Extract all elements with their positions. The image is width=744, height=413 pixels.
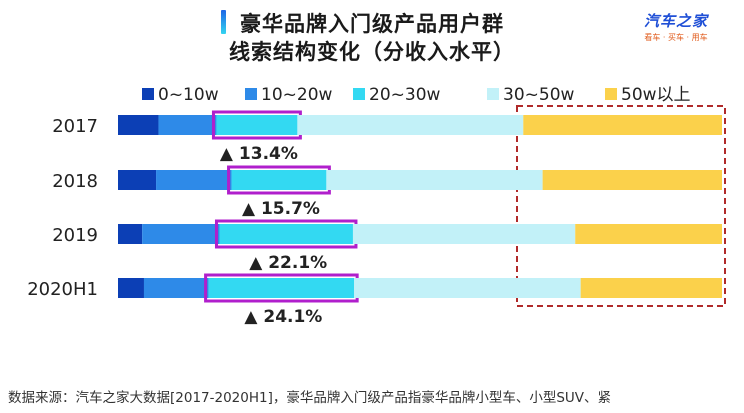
growth-annotation-1: ▲ 15.7% — [242, 199, 320, 219]
chart-title-line1: 豪华品牌入门级产品用户群 — [240, 12, 504, 36]
legend-label-1: 10~20w — [261, 85, 333, 105]
growth-annotation-2: ▲ 22.1% — [249, 253, 327, 273]
legend-swatch-1 — [245, 88, 257, 100]
legend-label-3: 30~50w — [503, 85, 575, 105]
bar-segment-2-4 — [575, 224, 722, 244]
category-label-1: 2018 — [52, 171, 98, 192]
chart-title-line2: 线索结构变化（分收入水平） — [229, 40, 515, 64]
bar-segment-1-3 — [326, 170, 543, 190]
bar-segment-2-3 — [352, 224, 576, 244]
bar-segment-0-4 — [523, 115, 722, 135]
bar-segment-3-0 — [118, 278, 144, 298]
title-accent-bar — [221, 10, 226, 34]
bar-segment-2-1 — [142, 224, 220, 244]
dashed-box-highlight — [516, 105, 726, 307]
legend-swatch-3 — [487, 88, 499, 100]
footnote: 数据来源：汽车之家大数据[2017-2020H1]，豪华品牌入门级产品指豪华品牌… — [8, 390, 612, 406]
bar-segment-0-0 — [118, 115, 159, 135]
bar-segment-3-2 — [208, 278, 355, 298]
bar-segment-0-1 — [158, 115, 217, 135]
legend-label-2: 20~30w — [369, 85, 441, 105]
growth-annotation-0: ▲ 13.4% — [220, 144, 298, 164]
legend-label-4: 50w以上 — [621, 85, 691, 105]
bar-segment-2-0 — [118, 224, 143, 244]
bar-segment-2-2 — [219, 224, 353, 244]
category-label-3: 2020H1 — [27, 279, 98, 300]
category-label-0: 2017 — [52, 116, 98, 137]
stacked-bar-chart: 0~10w 10~20w 20~30w 30~50w 50w以上 2017 ▲ 13.4% 2… — [27, 85, 726, 327]
bar-segment-0-2 — [216, 115, 298, 135]
bar-segment-1-2 — [231, 170, 327, 190]
bar-segment-1-4 — [542, 170, 722, 190]
autohome-logo: 汽车之家 看车 · 买车 · 用车 — [628, 10, 724, 43]
bar-segment-0-3 — [297, 115, 524, 135]
legend-label-0: 0~10w — [158, 85, 219, 105]
growth-annotation-3: ▲ 24.1% — [244, 307, 322, 327]
bar-segment-3-1 — [143, 278, 209, 298]
bar-segment-3-3 — [354, 278, 581, 298]
legend-swatch-0 — [142, 88, 154, 100]
legend-swatch-4 — [605, 88, 617, 100]
logo-name: 汽车之家 — [643, 12, 708, 30]
logo-tagline: 看车 · 买车 · 用车 — [644, 33, 708, 42]
bar-segment-3-4 — [580, 278, 722, 298]
legend-swatch-2 — [353, 88, 365, 100]
category-label-2: 2019 — [52, 225, 98, 246]
bar-segment-1-1 — [156, 170, 232, 190]
bar-segment-1-0 — [118, 170, 157, 190]
